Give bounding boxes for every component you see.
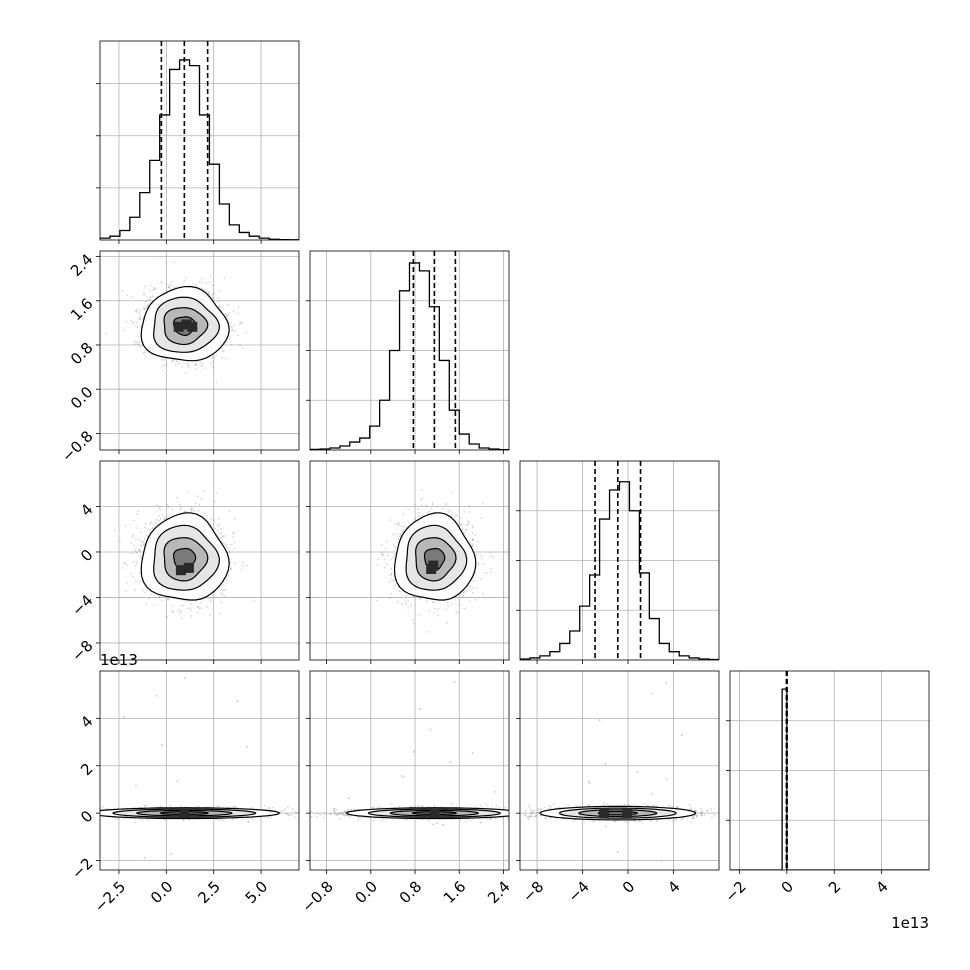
y-tick-label: −2 [68,854,96,882]
y-tick-label: 0.0 [67,383,97,413]
scatter-panel-r3-c1 [306,670,510,874]
panel-border [519,460,720,661]
scatter-panel-r2-c1 [306,460,510,664]
scatter-panel-r3-c2 [516,670,720,874]
x-tick-label: 2.5 [194,878,224,908]
scatter-points [310,680,509,826]
density-core-block [181,319,192,330]
histogram-step-0 [100,59,299,240]
x-tick-label: −8 [519,878,547,906]
density-core-block [426,564,437,574]
histogram-panel-0 [96,40,300,244]
density-core-block [179,808,190,819]
panel-border [99,40,300,241]
x-tick-label: 4 [872,878,891,897]
panel-border [519,670,720,871]
x-tick-label: 2.4 [484,878,514,908]
y-tick-label: 4 [77,500,96,519]
x-offset-text: 1e13 [891,914,929,932]
scatter-points [524,682,716,862]
density-core-block [175,565,186,576]
scatter-panel-r3-c0 [96,670,300,874]
panel-border [99,670,300,871]
y-tick-label: 1.6 [67,295,97,325]
density-core-block [429,808,440,819]
x-tick-label: 4 [664,878,683,897]
scatter-panel-r1-c0 [96,250,300,454]
panel-border [99,250,300,451]
panel-border [309,670,510,871]
panel-border [309,460,510,661]
density-core-block [187,321,198,332]
x-tick-label: 0.0 [351,878,381,908]
y-tick-label: −0.8 [58,427,96,465]
panel-border [99,460,300,661]
x-tick-label: 1.6 [440,878,470,908]
x-tick-label: 0.8 [396,878,426,908]
density-core-block [621,808,632,819]
y-tick-label: 0 [77,807,96,826]
y-tick-label: 4 [77,712,96,731]
x-tick-label: −2 [721,878,749,906]
scatter-panel-r2-c0 [96,460,300,664]
y-tick-label: 0.8 [67,339,97,369]
y-tick-label: 0 [77,546,96,565]
density-core-block [173,321,184,332]
x-tick-label: 0 [619,878,638,897]
panel-border [309,250,510,451]
x-tick-label: 0.0 [147,878,177,908]
y-tick-label: −4 [68,591,96,619]
x-tick-label: 0 [778,878,797,897]
histogram-panel-2 [516,460,720,664]
y-tick-label: 2 [77,760,96,779]
y-offset-text: 1e13 [100,651,138,669]
histogram-panel-3 [726,670,930,874]
panel-border [729,670,930,871]
density-core-block [183,562,194,573]
x-tick-label: −2.5 [91,878,129,916]
x-tick-label: −0.8 [298,878,336,916]
histogram-panel-1 [306,250,510,454]
y-tick-label: −8 [68,637,96,665]
histogram-step-3 [730,688,929,870]
histogram-step-2 [520,481,719,660]
x-tick-label: 2 [825,878,844,897]
x-tick-label: −4 [564,878,592,906]
density-core-block [599,808,610,819]
histogram-step-1 [310,262,509,450]
x-tick-label: 5.0 [242,878,272,908]
y-tick-label: 2.4 [67,250,97,280]
